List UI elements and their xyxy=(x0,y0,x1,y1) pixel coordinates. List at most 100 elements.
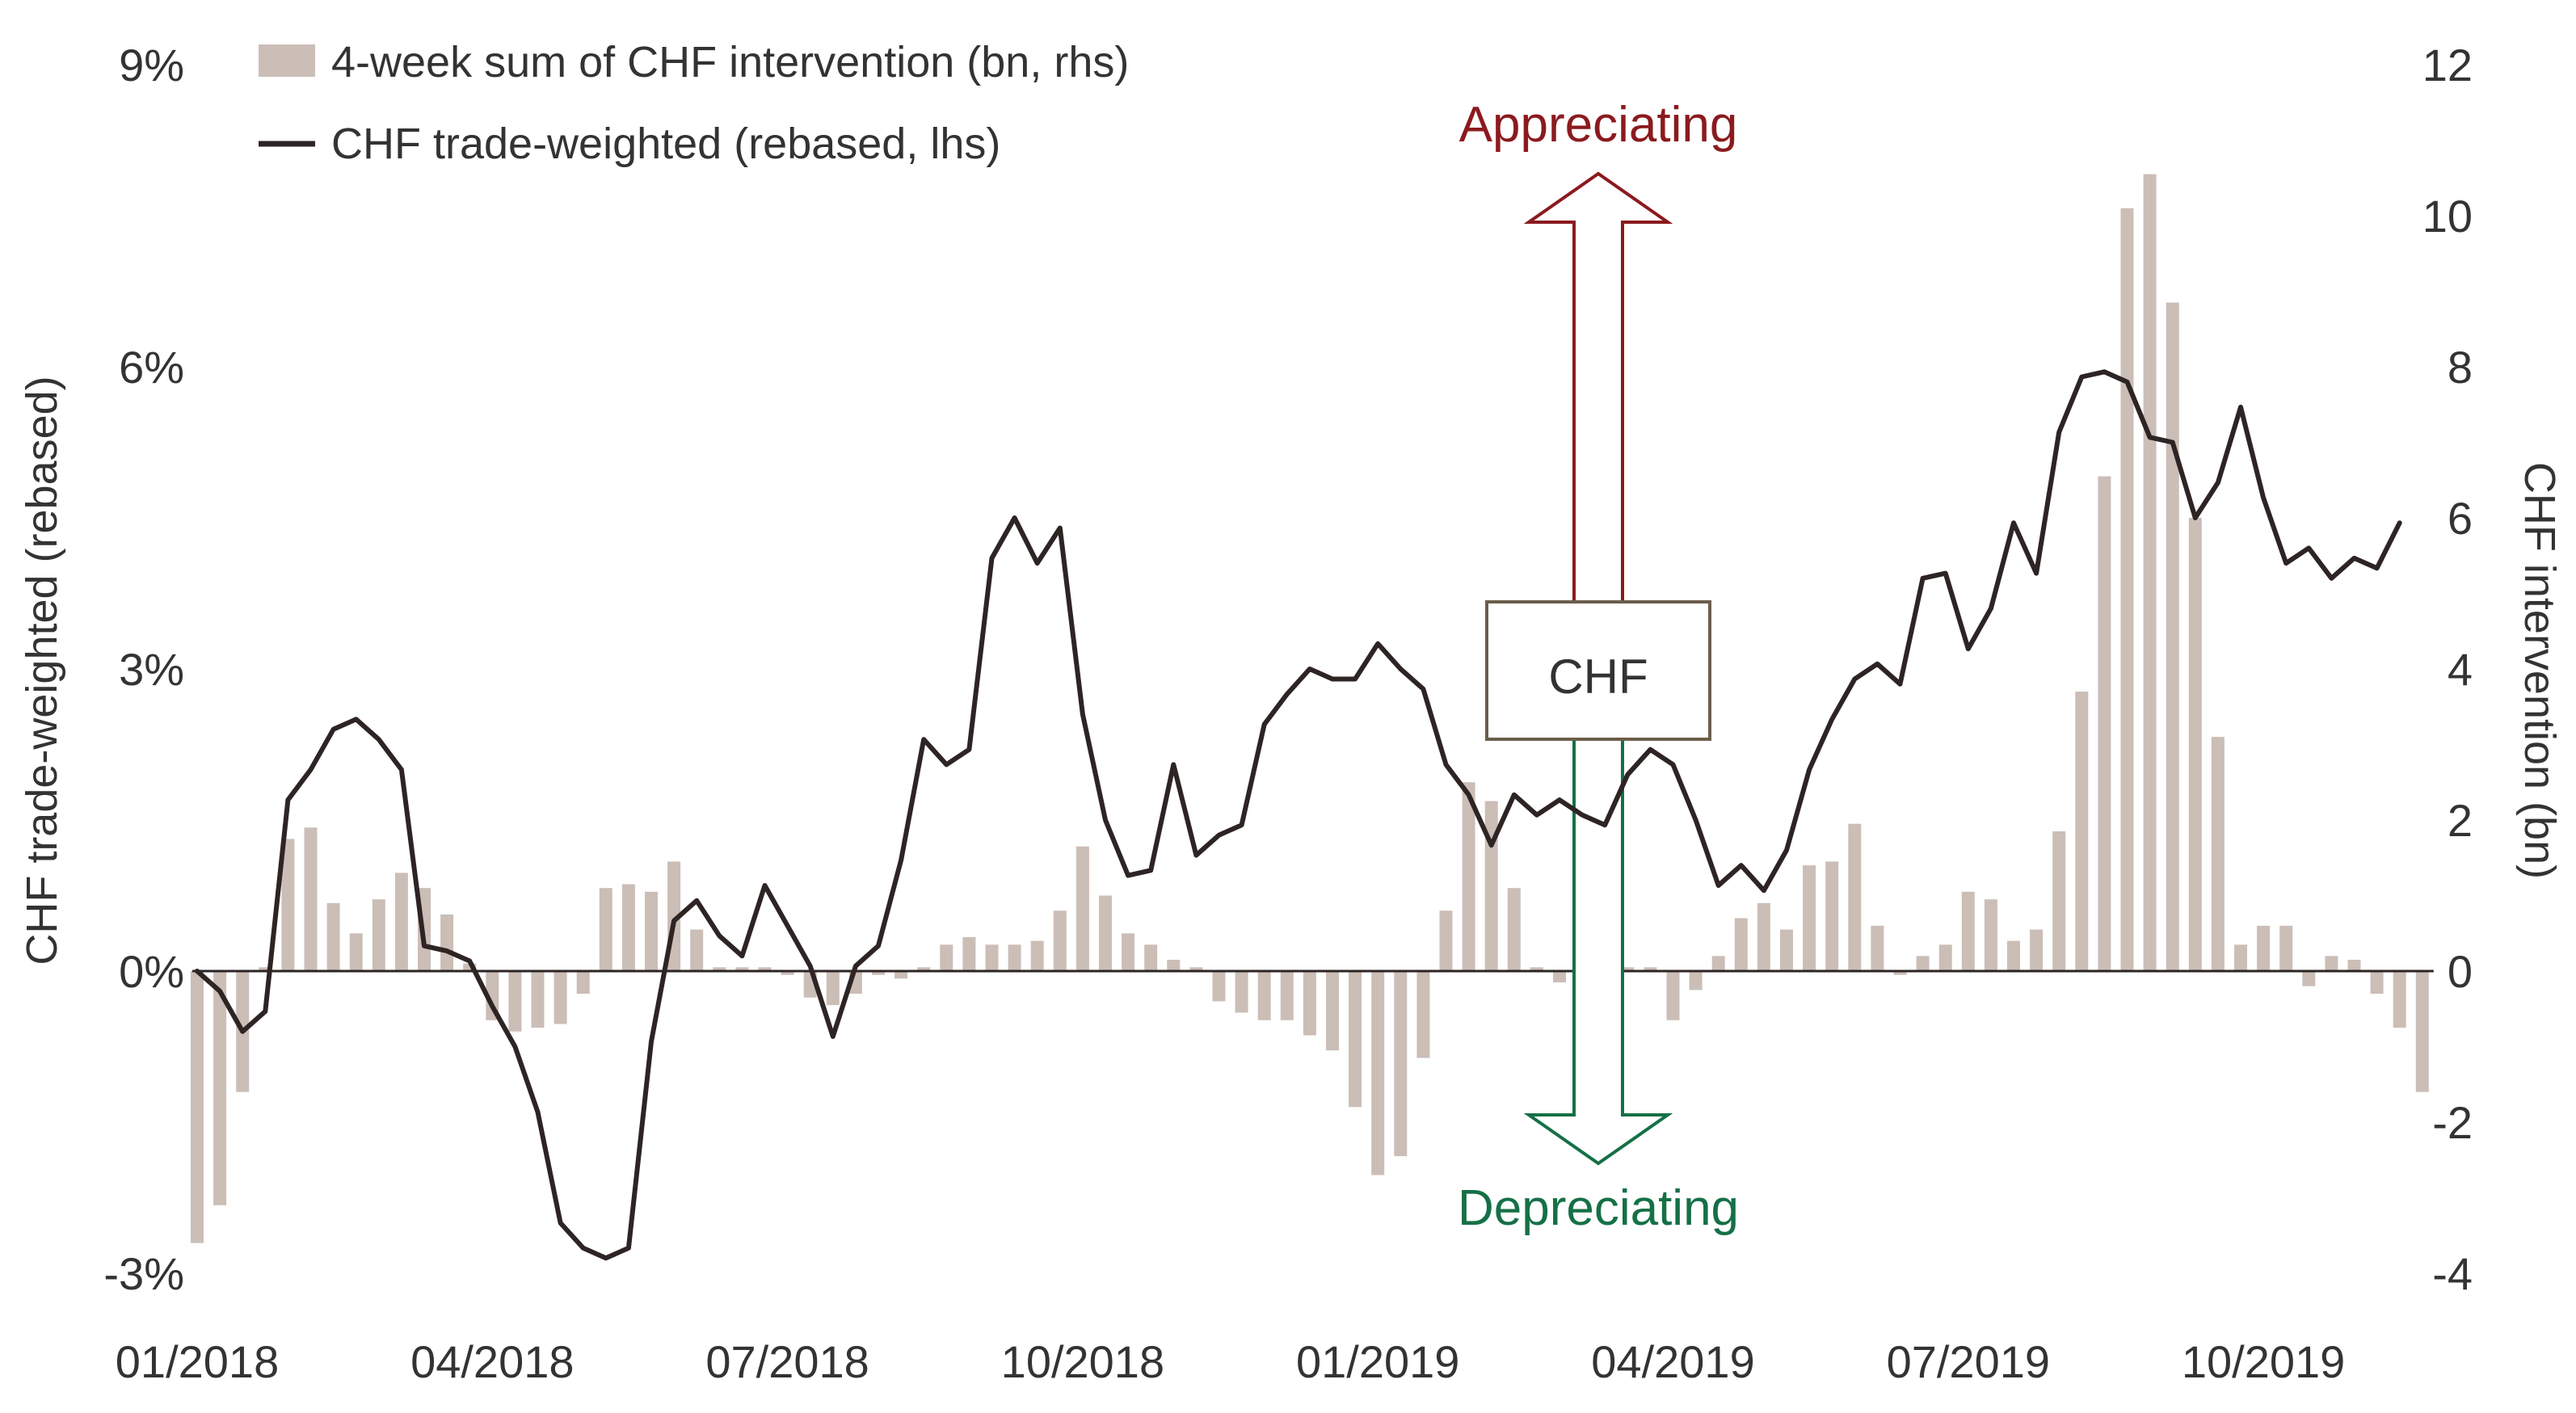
intervention-bar xyxy=(2279,925,2293,971)
chf-trade-weighted-line xyxy=(195,369,2402,1261)
intervention-bar xyxy=(1099,895,1112,971)
left-tick-label: 9% xyxy=(119,40,184,90)
intervention-bar xyxy=(1484,801,1498,971)
left-axis-ticks: -3% 0% 3% 6% 9% xyxy=(103,40,184,1299)
intervention-bar xyxy=(1644,967,1657,971)
chf-arrow-annotation: Appreciating CHF Depreciating xyxy=(1458,97,1739,1236)
intervention-bar xyxy=(2143,174,2157,972)
intervention-bar xyxy=(1030,940,1044,971)
intervention-bar xyxy=(1075,846,1089,971)
left-axis-title: CHF trade-weighted (rebased) xyxy=(18,376,66,965)
intervention-bar xyxy=(304,827,318,971)
intervention-bar xyxy=(962,936,976,971)
legend: 4-week sum of CHF intervention (bn, rhs)… xyxy=(259,38,1129,168)
intervention-bar xyxy=(1621,967,1635,971)
intervention-bar xyxy=(985,944,999,971)
intervention-bar xyxy=(2347,960,2361,971)
intervention-bar xyxy=(735,967,749,971)
intervention-bar xyxy=(576,971,590,994)
right-tick-label: 0 xyxy=(2448,946,2473,997)
intervention-bar xyxy=(690,929,704,971)
right-axis-ticks: -4 -2 0 2 4 6 8 10 12 xyxy=(2422,40,2473,1299)
legend-bar-swatch xyxy=(259,44,315,77)
intervention-bar xyxy=(1734,918,1748,971)
intervention-bar xyxy=(2120,208,2134,971)
intervention-bar xyxy=(1848,823,1862,971)
intervention-bar xyxy=(1257,971,1271,1020)
intervention-bar xyxy=(1416,971,1430,1058)
intervention-bar xyxy=(2325,956,2338,971)
x-tick-label: 10/2019 xyxy=(2182,1336,2345,1387)
depreciating-arrow-outline xyxy=(1523,738,1673,1166)
x-tick-label: 04/2018 xyxy=(410,1336,574,1387)
intervention-bar xyxy=(1053,910,1067,971)
intervention-bar xyxy=(713,967,726,971)
intervention-bar xyxy=(1825,861,1839,971)
x-tick-label: 01/2019 xyxy=(1296,1336,1459,1387)
intervention-bar xyxy=(463,963,477,971)
intervention-bar xyxy=(1235,971,1248,1013)
left-tick-label: 0% xyxy=(119,946,184,997)
intervention-bar xyxy=(2030,929,2044,971)
left-tick-label: 6% xyxy=(119,342,184,393)
left-tick-label: -3% xyxy=(103,1248,184,1299)
intervention-bar xyxy=(1144,944,1158,971)
right-tick-label: -2 xyxy=(2432,1097,2473,1148)
intervention-bar xyxy=(826,971,840,1006)
intervention-bar xyxy=(1803,865,1816,971)
chf-center-label: CHF xyxy=(1548,650,1648,704)
intervention-bar xyxy=(1212,971,1226,1002)
intervention-bar xyxy=(1984,899,1997,971)
intervention-bar xyxy=(1871,925,1884,971)
intervention-bar xyxy=(1122,933,1135,972)
intervention-bar xyxy=(1507,888,1521,971)
intervention-bar xyxy=(1189,967,1203,971)
intervention-bar xyxy=(1008,944,1021,971)
intervention-bar xyxy=(2211,737,2225,971)
intervention-bar xyxy=(259,967,272,971)
intervention-bar xyxy=(758,967,772,971)
intervention-bar xyxy=(645,891,658,971)
appreciating-label: Appreciating xyxy=(1459,97,1738,153)
intervention-bar xyxy=(1757,902,1770,971)
intervention-bar xyxy=(872,971,885,975)
intervention-bar xyxy=(213,971,227,1205)
intervention-bar xyxy=(1439,910,1453,971)
right-tick-label: 10 xyxy=(2422,191,2473,242)
right-tick-label: 2 xyxy=(2448,795,2473,846)
x-axis-ticks: 01/2018 04/2018 07/2018 10/2018 01/2019 04/20… xyxy=(116,1336,2346,1387)
intervention-bar xyxy=(1711,956,1725,971)
legend-bar-label: 4-week sum of CHF intervention (bn, rhs) xyxy=(331,38,1129,86)
intervention-bar xyxy=(599,888,612,971)
right-tick-label: 12 xyxy=(2422,40,2473,90)
intervention-bar xyxy=(1371,971,1385,1175)
intervention-bar xyxy=(554,971,567,1024)
intervention-bar xyxy=(781,971,794,975)
intervention-bar xyxy=(1893,971,1907,975)
intervention-bar xyxy=(2302,971,2316,986)
intervention-bar xyxy=(894,971,908,979)
intervention-bar xyxy=(1167,960,1181,971)
x-tick-label: 10/2018 xyxy=(1001,1336,1164,1387)
intervention-bar xyxy=(940,944,953,971)
intervention-bar xyxy=(2007,940,2020,971)
intervention-bar xyxy=(917,967,931,971)
x-tick-label: 01/2018 xyxy=(116,1336,279,1387)
right-tick-label: 4 xyxy=(2448,644,2473,695)
intervention-bar xyxy=(2370,971,2384,994)
intervention-bar xyxy=(326,902,340,971)
intervention-bar xyxy=(2075,692,2089,971)
intervention-bar xyxy=(281,839,295,971)
left-tick-label: 3% xyxy=(119,644,184,695)
intervention-bar xyxy=(1349,971,1362,1108)
chf-center-box xyxy=(1485,600,1711,741)
legend-line-label: CHF trade-weighted (rebased, lhs) xyxy=(331,120,1000,168)
intervention-bar xyxy=(1689,971,1703,990)
x-tick-label: 04/2019 xyxy=(1591,1336,1754,1387)
intervention-bar xyxy=(394,873,408,971)
x-tick-label: 07/2018 xyxy=(705,1336,869,1387)
intervention-bar xyxy=(1553,971,1566,982)
x-tick-label: 07/2019 xyxy=(1887,1336,2050,1387)
